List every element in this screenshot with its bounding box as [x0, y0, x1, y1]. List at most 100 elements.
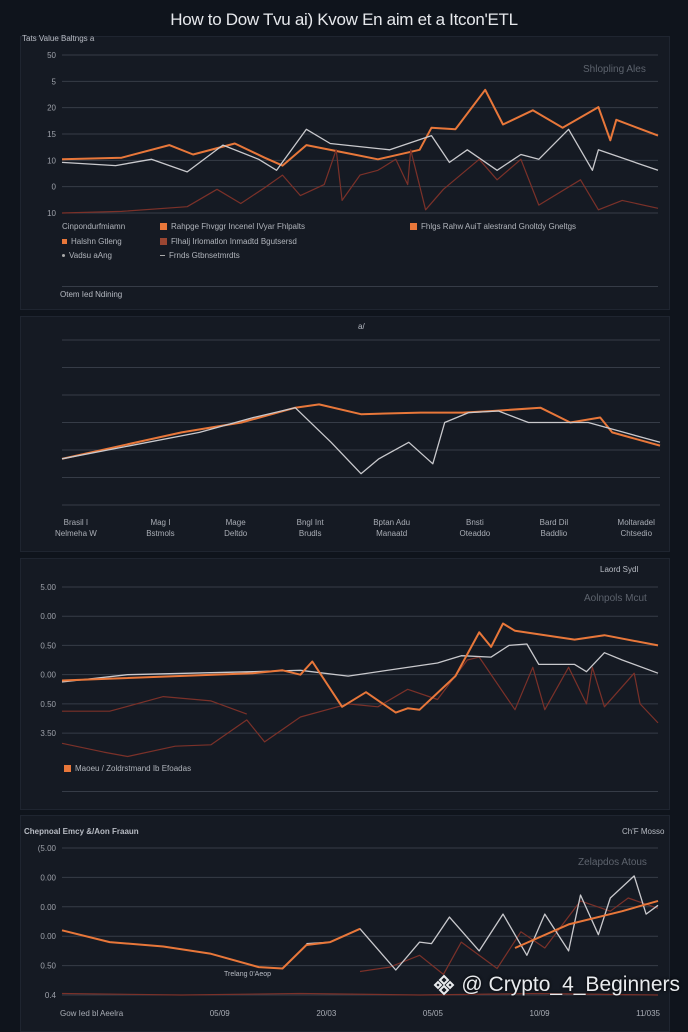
- x-tick-label: Bptan Adu Manaatd: [373, 517, 410, 539]
- y-tick-label: 5.00: [40, 583, 56, 592]
- y-tick-label: 10: [47, 156, 56, 165]
- series-line-darkred: [62, 695, 248, 715]
- plot-area-4: (5.00 0.00 0.00 0.00 0.50 0.4: [38, 844, 659, 1000]
- binance-diamond-icon: [433, 974, 455, 996]
- watermark: @ Crypto_4_Beginners: [433, 973, 680, 997]
- series-line-darkred: [61, 656, 659, 758]
- y-tick-label: 0: [52, 183, 57, 192]
- x-tick-label-line: Bngl Int: [296, 518, 324, 527]
- series-line-darkred: [359, 897, 659, 976]
- x-tick-label: 05/05: [422, 1009, 443, 1018]
- legend-dash: [160, 255, 165, 256]
- panel3-watermark: Aolnpols Mcut: [584, 593, 647, 604]
- chart-panel-3: [20, 558, 670, 810]
- series-line-darkred: [61, 149, 659, 214]
- y-tick-label: 0.00: [40, 612, 56, 621]
- x-axis-labels: Brasil I Nelmeha W Mag I Bstmols Mage Deltdo B…: [55, 517, 655, 539]
- x-tick-label: Bard Dil Baddlio: [540, 517, 568, 539]
- legend-label: Frnds Gtbnsetmrdts: [169, 251, 240, 260]
- y-tick-label: 0.4: [45, 991, 57, 1000]
- y-tick-label: (5.00: [38, 844, 57, 853]
- series-line-orange: [61, 88, 659, 167]
- x-tick-label-line: Brasil I: [63, 518, 89, 527]
- y-tick-label: 0.00: [40, 932, 56, 941]
- x-axis-line: [62, 791, 658, 792]
- panel4-right-label: Ch'F Mosso: [622, 827, 665, 836]
- chart-panel-2: [20, 316, 670, 552]
- series-line-orange: [61, 622, 659, 714]
- x-tick-label-line: Baddlio: [540, 529, 568, 538]
- y-tick-label: 0.50: [40, 700, 56, 709]
- legend-label: Rahpge Fhvggr Incenel IVyar Fhlpalts: [171, 222, 305, 231]
- legend-swatch: [160, 223, 167, 230]
- panel4-watermark: Zelapdos Atous: [578, 857, 647, 868]
- legend-item: Rahpge Fhvggr Incenel IVyar Fhlpalts: [160, 222, 305, 231]
- page-title: How to Dow Tvu ai) Kvow En aim et a Itco…: [170, 10, 518, 29]
- series-line-darkred: [61, 992, 659, 996]
- y-tick-label: 0.00: [40, 903, 56, 912]
- x-tick-label-line: Chtsedio: [620, 529, 653, 538]
- series-line-white: [306, 875, 659, 971]
- legend-label: Cinpondurfmiamn: [62, 222, 126, 231]
- legend-swatch: [64, 765, 71, 772]
- panel1-watermark: Shlopling Ales: [583, 64, 646, 75]
- x-tick-label: 20/03: [316, 1009, 337, 1018]
- plot-area-2: [61, 339, 661, 506]
- legend-label: Flhalj Irlomatlon Inmadtd Bgutsersd: [171, 237, 297, 246]
- y-tick-label: 0.00: [40, 671, 56, 680]
- panel1-footer: Otem Ied Ndining: [60, 290, 123, 299]
- x-tick-label-line: Mag I: [150, 518, 171, 527]
- x-axis-labels: Gow Ied bl Aeelra 05/09 20/03 05/05 10/0…: [60, 1008, 660, 1019]
- series-line-white: [61, 128, 659, 173]
- series-line-orange: [61, 403, 661, 460]
- legend-swatch: [62, 239, 67, 244]
- series-line-orange: [61, 927, 361, 970]
- y-tick-label: 0.50: [40, 641, 56, 650]
- x-tick-label-line: Bptan Adu: [373, 518, 411, 527]
- x-axis-line: [62, 286, 658, 287]
- x-tick-label: Brasil I Nelmeha W: [55, 517, 97, 539]
- panel2-label: a/: [358, 322, 365, 331]
- x-tick-label: Bnsti Oteaddo: [460, 517, 491, 539]
- legend-label: Vadsu aAng: [69, 251, 112, 260]
- x-tick-label: Mag I Bstmols: [146, 517, 174, 539]
- y-tick-label: 10: [47, 209, 56, 218]
- plot-area-1: 50 5 20 15 10 0 10: [47, 51, 659, 218]
- legend-item: Fhlgs Rahw AuiT alestrand Gnoltdy Gneltg…: [410, 222, 576, 231]
- legend-item: Cinpondurfmiamn: [62, 222, 125, 231]
- x-tick-label-line: Brudls: [298, 529, 322, 538]
- y-tick-label: 5: [52, 77, 57, 86]
- legend-item: Maoeu / Zoldrstmand Ib Efoadas: [64, 764, 191, 773]
- watermark-text: @ Crypto_4_Beginners: [461, 973, 680, 996]
- y-tick-label: 20: [47, 104, 56, 113]
- x-tick-label-line: Bard Dil: [539, 518, 569, 527]
- x-tick-label-line: Bnsti: [466, 518, 484, 527]
- legend-item: Frnds Gtbnsetmrdts: [160, 251, 240, 260]
- x-tick-label-line: Oteaddo: [459, 529, 491, 538]
- x-tick-label: Moltaradel Chtsedio: [618, 517, 655, 539]
- y-tick-label: 15: [47, 130, 56, 139]
- x-tick-label: 11/035: [636, 1009, 660, 1018]
- x-tick-label-line: Manaatd: [376, 529, 408, 538]
- series-line-white: [61, 407, 661, 475]
- panel4-annotation: Trelang 0'Aeop: [224, 971, 271, 978]
- legend-dot: [62, 254, 65, 257]
- x-tick-label: Mage Deltdo: [224, 517, 247, 539]
- x-tick-label: 05/09: [209, 1009, 230, 1018]
- x-tick-label: Bngl Int Brudls: [297, 517, 324, 539]
- x-tick-label-line: Nelmeha W: [55, 529, 97, 538]
- x-tick-label: 10/09: [529, 1009, 550, 1018]
- y-tick-label: 3.50: [40, 729, 56, 738]
- x-tick-label-line: Deltdo: [224, 529, 248, 538]
- panel4-label: Chepnoal Emcy &/Aon Fraaun: [24, 827, 139, 836]
- legend-swatch: [410, 223, 417, 230]
- y-tick-label: 0.00: [40, 873, 56, 882]
- y-tick-label: 50: [47, 51, 56, 60]
- legend-swatch: [160, 238, 167, 245]
- x-tick-label-line: Mage: [225, 518, 246, 527]
- x-tick-label-line: Bstmols: [146, 529, 175, 538]
- legend-label: Halshn Gtleng: [71, 237, 122, 246]
- plot-area-3: 5.00 0.00 0.50 0.00 0.50 3.50: [40, 583, 659, 758]
- legend-label: Maoeu / Zoldrstmand Ib Efoadas: [75, 764, 192, 773]
- series-line-orange: [514, 899, 659, 949]
